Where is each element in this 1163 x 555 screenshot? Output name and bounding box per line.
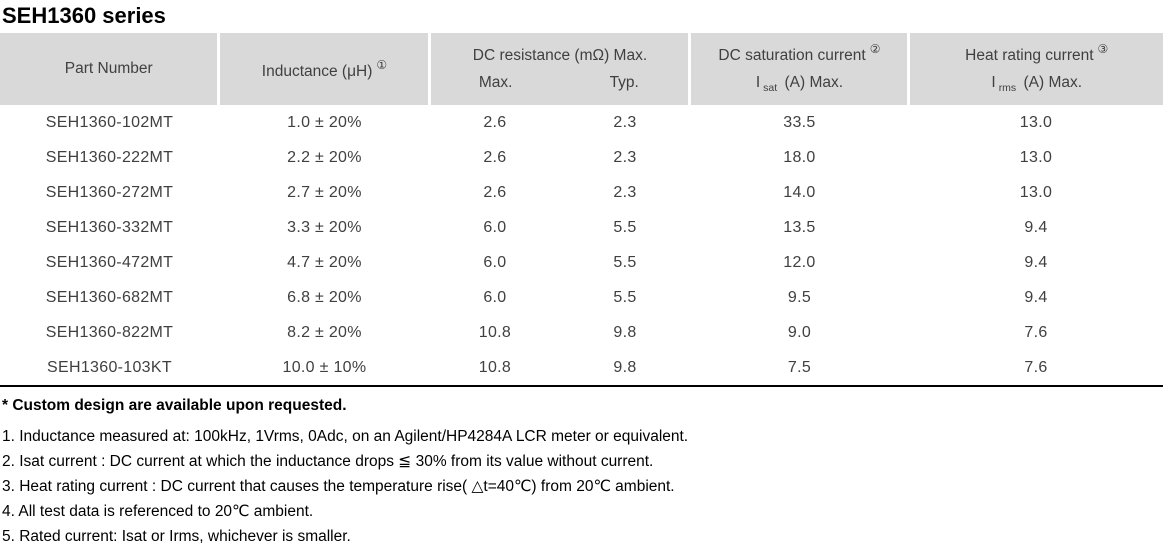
page-title: SEH1360 series [2,3,166,28]
inductance-cell: 1.0 ± 20% [287,113,362,131]
col-header-part-number: Part Number [0,33,219,106]
heat-rating-label: Heat rating current ③ [910,33,1163,69]
part-number-cell: SEH1360-272MT [45,183,174,201]
dcr-max-cell: 2.6 [483,183,507,201]
dcr-typ-cell: 5.5 [613,218,637,236]
dcr-typ-cell: 2.3 [613,113,637,131]
dcr-max-cell: 6.0 [483,253,507,271]
part-number-cell: SEH1360-332MT [45,218,174,236]
table-row: SEH1360-272MT 2.7 ± 20% 2.6 2.3 14.0 13.… [0,175,1163,210]
inductance-label: Inductance (μH) [261,62,373,80]
part-number-cell: SEH1360-103KT [47,358,172,376]
isat-cell: 33.5 [783,113,816,131]
notes-section: * Custom design are available upon reque… [0,387,1163,549]
dcr-max-cell: 6.0 [483,288,507,306]
inductance-cell: 2.7 ± 20% [287,183,362,201]
dcr-typ-cell: 9.8 [613,358,637,376]
isat-cell: 9.5 [787,288,812,306]
isat-cell: 18.0 [783,148,816,166]
part-number-cell: SEH1360-222MT [45,148,174,166]
table-header: Part Number Inductance (μH) ① DC resistan… [0,33,1163,106]
isat-cell: 9.0 [787,323,812,341]
table-row: SEH1360-332MT 3.3 ± 20% 6.0 5.5 13.5 9.4 [0,210,1163,245]
dcr-max-cell: 2.6 [483,113,507,131]
inductance-cell: 2.2 ± 20% [287,148,362,166]
isat-cell: 7.5 [787,358,812,376]
inductance-cell: 4.7 ± 20% [287,253,362,271]
saturation-text: DC saturation current [718,47,866,64]
custom-design-note: * Custom design are available upon reque… [2,397,347,415]
table-row: SEH1360-682MT 6.8 ± 20% 6.0 5.5 9.5 9.4 [0,280,1163,315]
dcr-typ-cell: 2.3 [613,183,637,201]
table-body: SEH1360-102MT 1.0 ± 20% 2.6 2.3 33.5 13.… [0,105,1163,385]
footnote-ref-1: ① [376,57,388,72]
footnote-1: 1. Inductance measured at: 100kHz, 1Vrms… [2,428,689,446]
table-row: SEH1360-822MT 8.2 ± 20% 10.8 9.8 9.0 7.6 [0,315,1163,350]
inductance-cell: 10.0 ± 10% [282,358,367,376]
irms-cell: 9.4 [1024,288,1048,306]
heat-text: Heat rating current [965,47,1094,64]
table-row: SEH1360-222MT 2.2 ± 20% 2.6 2.3 18.0 13.… [0,140,1163,175]
isat-unit: (A) Max. [784,74,844,91]
irms-cell: 7.6 [1024,323,1048,341]
table-row: SEH1360-103KT 10.0 ± 10% 10.8 9.8 7.5 7.… [0,350,1163,385]
col-subheader-typ: Typ. [609,74,639,92]
table-row: SEH1360-472MT 4.7 ± 20% 6.0 5.5 12.0 9.4 [0,245,1163,280]
isat-cell: 13.5 [783,218,816,236]
table-row: SEH1360-102MT 1.0 ± 20% 2.6 2.3 33.5 13.… [0,105,1163,140]
inductance-cell: 6.8 ± 20% [287,288,362,306]
isat-subscript: sat [763,82,778,95]
header-row: Part Number Inductance (μH) ① DC resistan… [0,33,1163,106]
irms-symbol: I [991,74,996,91]
isat-cell: 12.0 [783,253,816,271]
irms-unit: (A) Max. [1023,74,1083,91]
irms-subscript: rms [998,82,1017,95]
col-header-dc-resistance: DC resistance (mΩ) Max. Max. Typ. [428,33,690,106]
part-number-cell: SEH1360-822MT [45,323,174,341]
footnote-2: 2. Isat current : DC current at which th… [2,453,654,471]
footnote-3: 3. Heat rating current : DC current that… [2,478,675,496]
part-number-label: Part Number [64,60,153,78]
inductance-cell: 8.2 ± 20% [287,323,362,341]
footnote-ref-2: ② [869,42,881,56]
irms-cell: 13.0 [1019,148,1053,166]
isat-cell: 14.0 [783,183,816,201]
irms-cell: 13.0 [1019,183,1053,201]
footnote-5: 5. Rated current: Isat or Irms, whicheve… [2,528,351,546]
col-subheader-max: Max. [478,74,513,92]
dcr-max-cell: 10.8 [478,323,512,341]
irms-cell: 7.6 [1024,358,1048,376]
footnote-ref-3: ③ [1097,42,1109,56]
spec-table: Part Number Inductance (μH) ① DC resistan… [0,33,1163,385]
irms-cell: 9.4 [1024,218,1048,236]
dcr-typ-cell: 9.8 [613,323,637,341]
inductance-cell: 3.3 ± 20% [287,218,362,236]
irms-cell: 9.4 [1024,253,1048,271]
part-number-cell: SEH1360-682MT [45,288,174,306]
part-number-cell: SEH1360-472MT [45,253,174,271]
dcr-typ-cell: 2.3 [613,148,637,166]
dcr-max-cell: 6.0 [483,218,507,236]
irms-cell: 13.0 [1019,113,1053,131]
dcr-max-cell: 2.6 [483,148,507,166]
part-number-cell: SEH1360-102MT [45,113,174,131]
isat-symbol: I [755,74,761,91]
dcr-typ-cell: 5.5 [613,288,637,306]
dc-resistance-subheader: Max. Typ. [431,69,688,99]
dc-resistance-label: DC resistance (mΩ) Max. [472,47,648,65]
col-header-inductance: Inductance (μH) ① [217,33,430,106]
footnote-4: 4. All test data is referenced to 20℃ am… [2,503,314,521]
dcr-max-cell: 10.8 [478,358,512,376]
table-bottom-divider [0,385,1163,388]
saturation-current-label: DC saturation current ② [691,33,907,69]
dcr-typ-cell: 5.5 [613,253,637,271]
